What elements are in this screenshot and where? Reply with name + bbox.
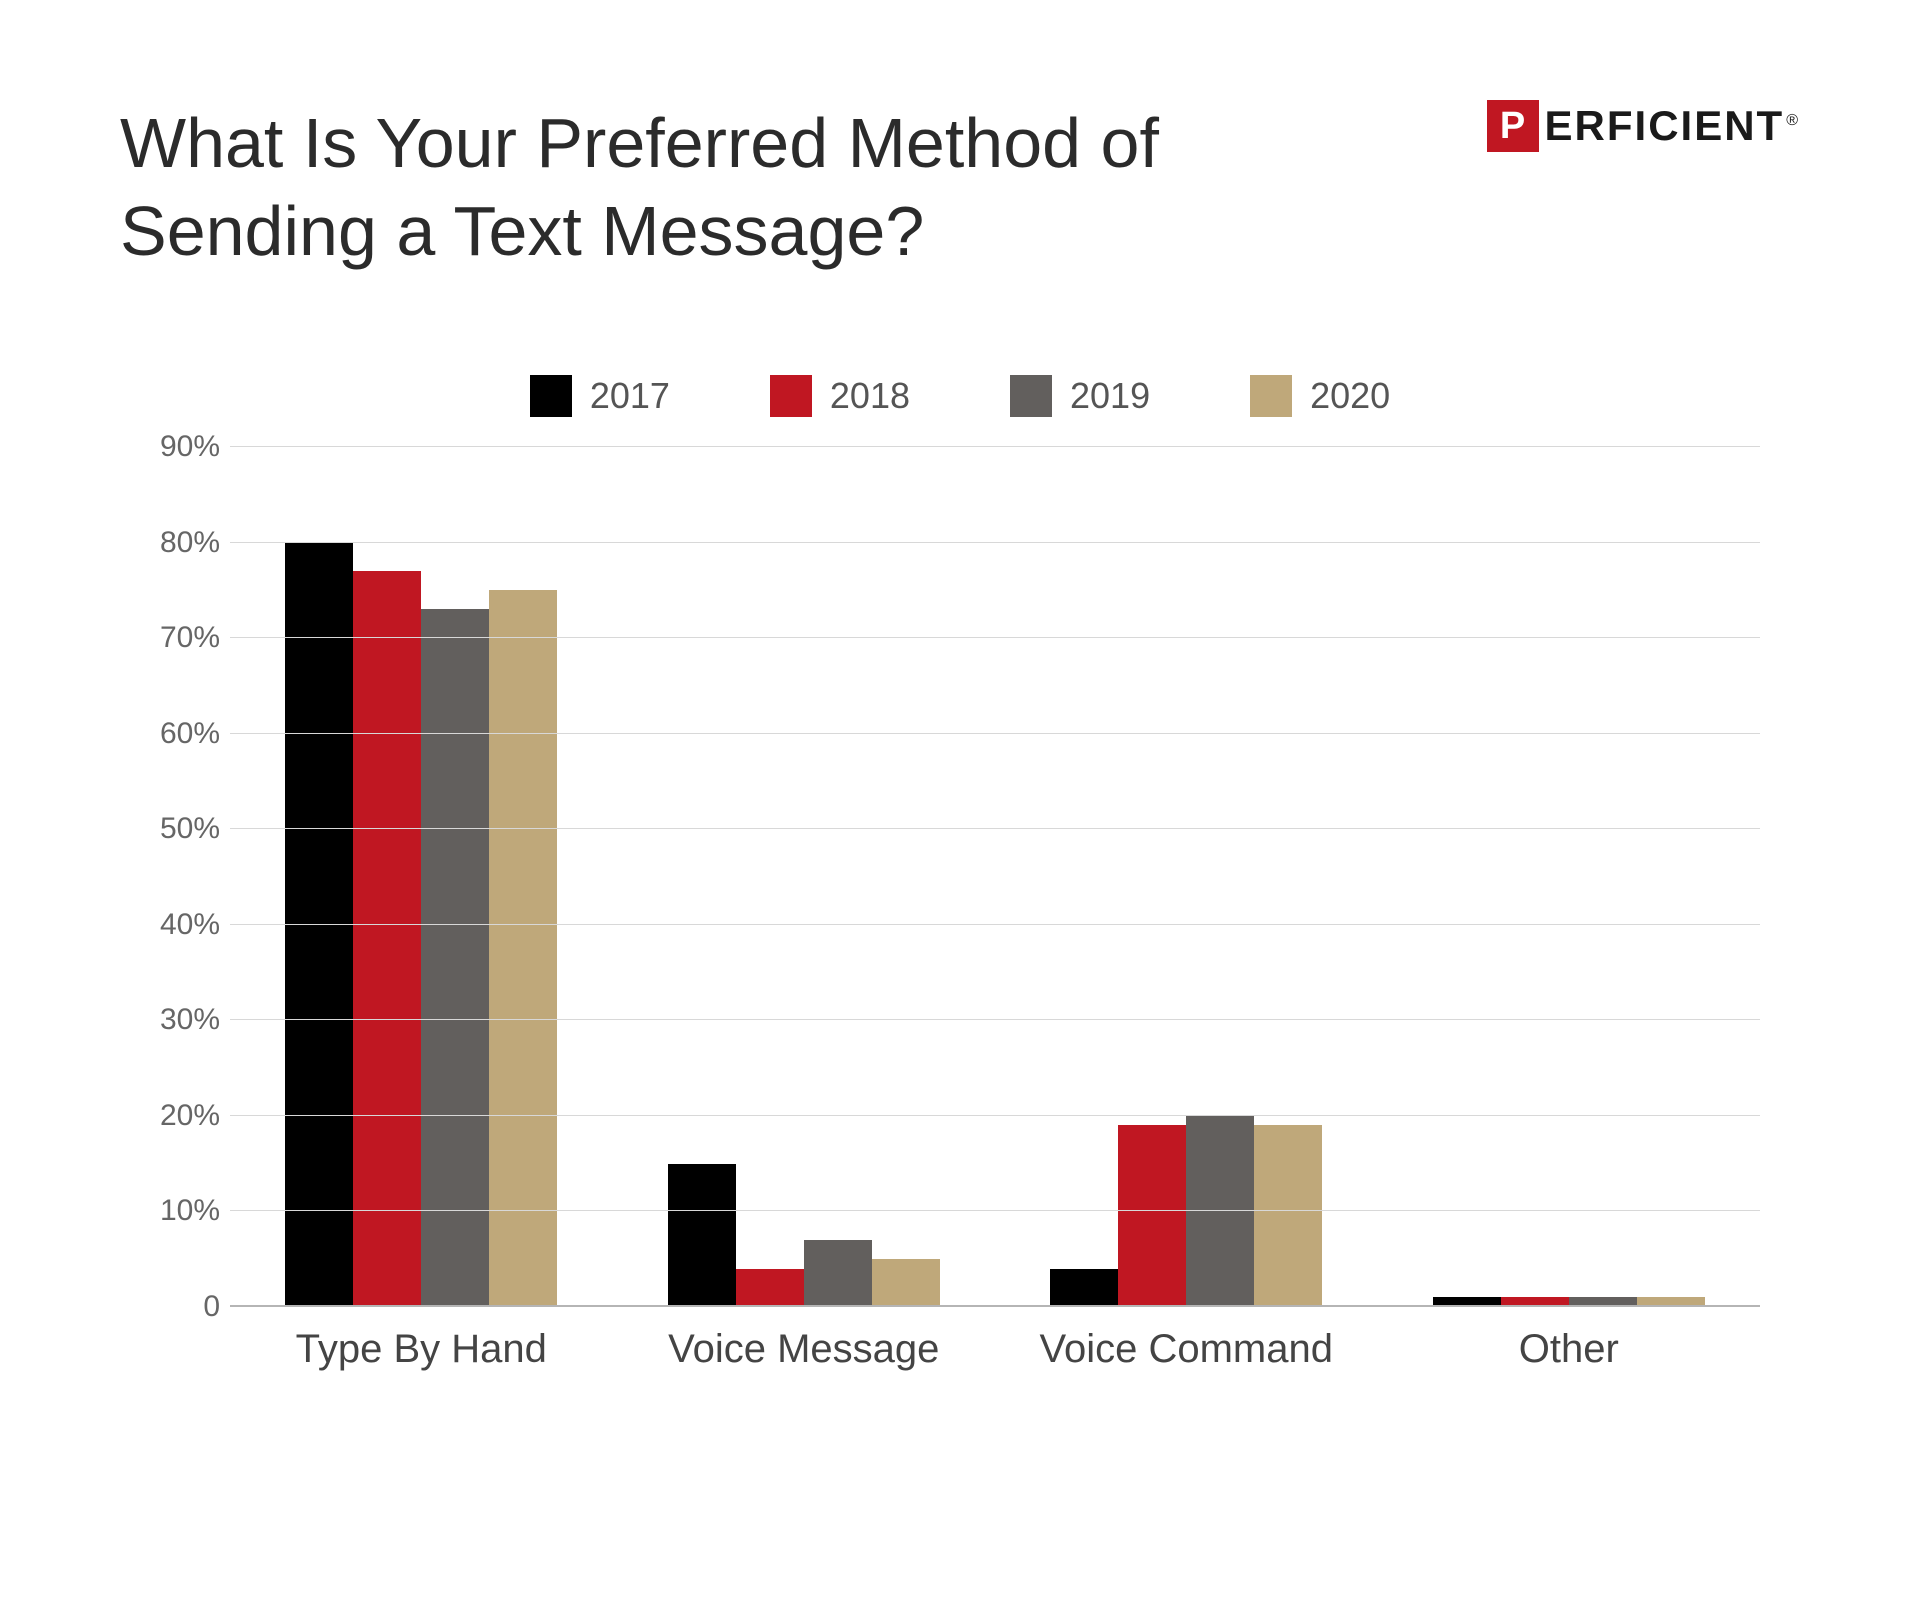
legend-item: 2018	[770, 375, 910, 417]
bar	[1254, 1125, 1322, 1307]
legend-swatch	[530, 375, 572, 417]
brand-logo-mark: P	[1487, 100, 1539, 152]
x-category-label: Voice Command	[995, 1327, 1378, 1372]
gridline	[230, 924, 1760, 925]
bar	[489, 590, 557, 1307]
y-tick-label: 80%	[120, 526, 220, 560]
bar	[736, 1269, 804, 1307]
gridline	[230, 637, 1760, 638]
legend-swatch	[1250, 375, 1292, 417]
legend-item: 2019	[1010, 375, 1150, 417]
y-tick-label: 0	[120, 1290, 220, 1324]
y-tick-label: 20%	[120, 1099, 220, 1133]
bar	[421, 609, 489, 1307]
page-root: What Is Your Preferred Method of Sending…	[0, 0, 1920, 1601]
brand-logo-reg: ®	[1786, 112, 1800, 129]
bar-group	[995, 447, 1378, 1307]
legend-swatch	[1010, 375, 1052, 417]
brand-logo-mark-letter: P	[1500, 107, 1525, 145]
chart-legend: 2017 2018 2019 2020	[120, 375, 1800, 417]
y-tick-label: 40%	[120, 908, 220, 942]
y-tick-label: 50%	[120, 812, 220, 846]
chart-plot: 010%20%30%40%50%60%70%80%90%	[230, 447, 1760, 1307]
brand-logo-name: ERFICIENT	[1545, 102, 1785, 149]
bar-group	[1378, 447, 1761, 1307]
bar-group	[613, 447, 996, 1307]
brand-logo-text: ERFICIENT®	[1545, 102, 1800, 150]
x-category-label: Type By Hand	[230, 1327, 613, 1372]
x-category-label: Other	[1378, 1327, 1761, 1372]
bar	[353, 571, 421, 1307]
gridline	[230, 446, 1760, 447]
gridline	[230, 542, 1760, 543]
gridline	[230, 1019, 1760, 1020]
x-category-label: Voice Message	[613, 1327, 996, 1372]
brand-logo: P ERFICIENT®	[1487, 100, 1800, 152]
header-row: What Is Your Preferred Method of Sending…	[120, 100, 1800, 275]
bar	[1050, 1269, 1118, 1307]
legend-label: 2019	[1070, 375, 1150, 417]
bar	[804, 1240, 872, 1307]
legend-item: 2017	[530, 375, 670, 417]
y-tick-label: 70%	[120, 621, 220, 655]
gridline	[230, 1115, 1760, 1116]
chart-baseline	[230, 1305, 1760, 1307]
chart-title: What Is Your Preferred Method of Sending…	[120, 100, 1320, 275]
y-tick-label: 90%	[120, 430, 220, 464]
gridline	[230, 828, 1760, 829]
y-tick-label: 60%	[120, 717, 220, 751]
legend-item: 2020	[1250, 375, 1390, 417]
chart-bar-groups	[230, 447, 1760, 1307]
legend-label: 2017	[590, 375, 670, 417]
legend-label: 2020	[1310, 375, 1390, 417]
legend-swatch	[770, 375, 812, 417]
chart-wrap: 010%20%30%40%50%60%70%80%90% Type By Han…	[120, 447, 1800, 1407]
gridline	[230, 733, 1760, 734]
bar	[285, 543, 353, 1307]
y-tick-label: 10%	[120, 1194, 220, 1228]
legend-label: 2018	[830, 375, 910, 417]
bar-group	[230, 447, 613, 1307]
chart-x-labels: Type By HandVoice MessageVoice CommandOt…	[230, 1327, 1760, 1372]
gridline	[230, 1210, 1760, 1211]
bar	[668, 1164, 736, 1307]
bar	[1118, 1125, 1186, 1307]
y-tick-label: 30%	[120, 1003, 220, 1037]
bar	[872, 1259, 940, 1307]
